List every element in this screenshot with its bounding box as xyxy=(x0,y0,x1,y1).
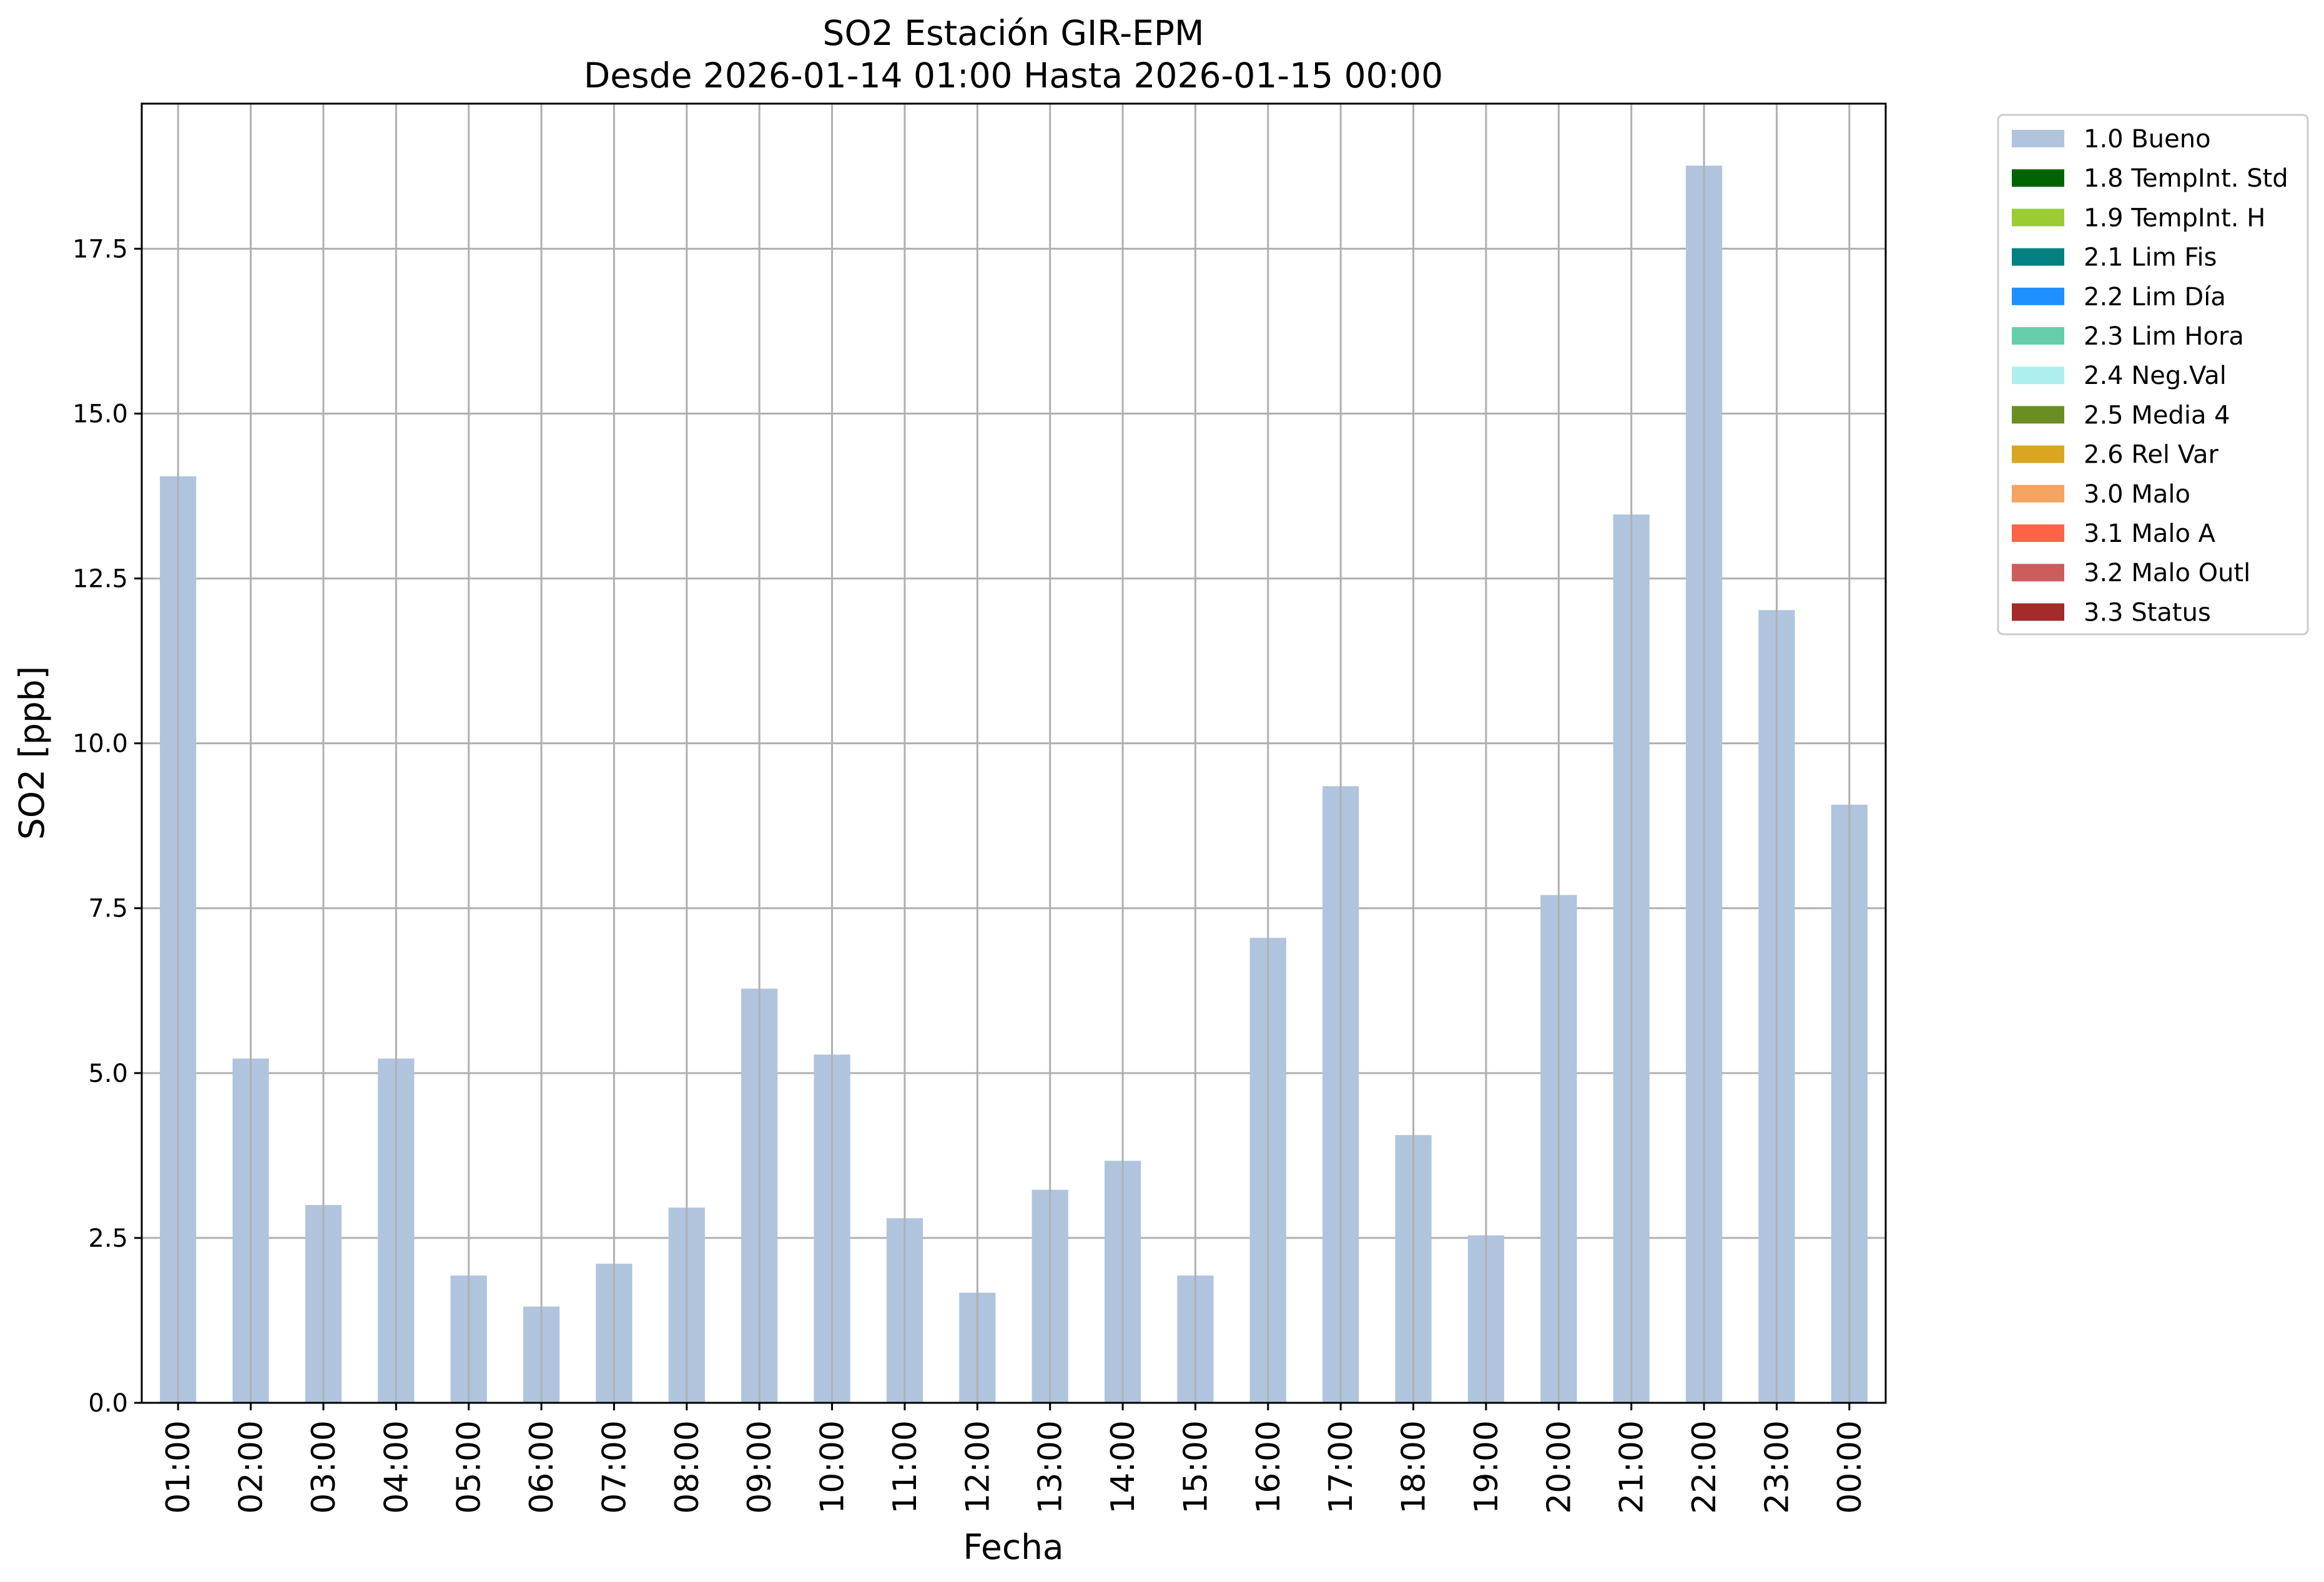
x-axis-label: Fecha xyxy=(963,1527,1063,1567)
legend-label: 2.1 Lim Fis xyxy=(2084,243,2217,272)
plot-frame xyxy=(140,102,1887,1404)
vertical-grid-lines xyxy=(177,104,1851,1403)
y-tick-label: 5.0 xyxy=(88,1059,128,1088)
x-tick-label: 13:00 xyxy=(1032,1420,1070,1514)
legend-swatch xyxy=(2012,248,2064,266)
x-tick-label: 02:00 xyxy=(233,1420,270,1514)
legend-label: 3.2 Malo Outl xyxy=(2084,559,2250,587)
legend-swatch xyxy=(2012,366,2064,385)
y-axis-label: SO2 [ppb] xyxy=(12,666,52,840)
legend-label: 1.0 Bueno xyxy=(2084,125,2211,154)
y-tick-label: 17.5 xyxy=(72,235,128,263)
legend-label: 3.3 Status xyxy=(2084,598,2211,627)
x-tick-label: 00:00 xyxy=(1831,1420,1869,1514)
legend-swatch xyxy=(2012,327,2064,345)
legend-swatch xyxy=(2012,564,2064,582)
y-axis-ticks: 0.0 2.5 5.0 7.5 10.0 12.5 15.0 17.5 xyxy=(72,235,142,1418)
x-tick-label: 18:00 xyxy=(1396,1420,1433,1514)
legend-label: 1.8 TempInt. Std xyxy=(2084,164,2288,193)
legend-label: 1.9 TempInt. H xyxy=(2084,204,2265,232)
legend-label: 2.4 Neg.Val xyxy=(2084,361,2227,390)
x-tick-label: 21:00 xyxy=(1613,1420,1651,1514)
legend-label: 2.3 Lim Hora xyxy=(2084,322,2244,351)
chart-subtitle: Desde 2026-01-14 01:00 Hasta 2026-01-15 … xyxy=(584,56,1443,96)
x-tick-label: 14:00 xyxy=(1105,1420,1142,1514)
x-tick-label: 10:00 xyxy=(814,1420,852,1514)
y-tick-label: 15.0 xyxy=(72,400,128,428)
x-tick-label: 15:00 xyxy=(1177,1420,1214,1514)
x-tick-label: 23:00 xyxy=(1758,1420,1796,1514)
y-tick-label: 2.5 xyxy=(88,1224,128,1253)
x-tick-label: 01:00 xyxy=(160,1420,197,1514)
x-tick-label: 22:00 xyxy=(1686,1420,1723,1514)
y-tick-label: 0.0 xyxy=(88,1389,128,1418)
legend-swatch xyxy=(2012,524,2064,542)
legend-swatch xyxy=(2012,287,2064,305)
x-tick-label: 08:00 xyxy=(669,1420,706,1514)
legend-swatch xyxy=(2012,603,2064,621)
legend: 1.0 Bueno 1.8 TempInt. Std 1.9 TempInt. H 2… xyxy=(1997,114,2309,636)
x-tick-label: 16:00 xyxy=(1250,1420,1288,1514)
x-tick-label: 20:00 xyxy=(1540,1420,1578,1514)
y-tick-label: 10.0 xyxy=(72,730,128,759)
x-tick-label: 11:00 xyxy=(887,1420,924,1514)
x-tick-label: 09:00 xyxy=(741,1420,779,1514)
legend-box xyxy=(1997,114,2309,636)
x-tick-label: 12:00 xyxy=(959,1420,997,1514)
x-tick-label: 17:00 xyxy=(1322,1420,1360,1514)
legend-label: 2.6 Rel Var xyxy=(2084,441,2219,469)
grid-lines xyxy=(142,247,1886,1404)
x-tick-label: 19:00 xyxy=(1468,1420,1505,1514)
legend-swatch xyxy=(2012,169,2064,187)
legend-swatch xyxy=(2012,484,2064,503)
x-tick-label: 07:00 xyxy=(596,1420,633,1514)
legend-swatch xyxy=(2012,209,2064,227)
x-tick-label: 04:00 xyxy=(378,1420,415,1514)
legend-label: 2.2 Lim Día xyxy=(2084,283,2226,312)
y-tick-label: 7.5 xyxy=(88,895,128,923)
legend-label: 3.1 Malo A xyxy=(2084,519,2216,548)
legend-label: 2.5 Media 4 xyxy=(2084,401,2230,430)
legend-swatch xyxy=(2012,130,2064,147)
x-tick-label: 05:00 xyxy=(451,1420,488,1514)
x-tick-label: 03:00 xyxy=(305,1420,343,1514)
legend-items: 1.0 Bueno 1.8 TempInt. Std 1.9 TempInt. H 2… xyxy=(2012,125,2288,627)
legend-swatch xyxy=(2012,406,2064,424)
legend-label: 3.0 Malo xyxy=(2084,480,2190,509)
legend-swatch xyxy=(2012,445,2064,463)
x-axis-ticks: 01:00 02:00 03:00 04:00 05:00 06:00 07:00 08:00… xyxy=(160,1403,1869,1514)
x-tick-label: 06:00 xyxy=(523,1420,561,1514)
chart-title: SO2 Estación GIR-EPM xyxy=(823,13,1204,53)
y-tick-label: 12.5 xyxy=(72,565,128,594)
